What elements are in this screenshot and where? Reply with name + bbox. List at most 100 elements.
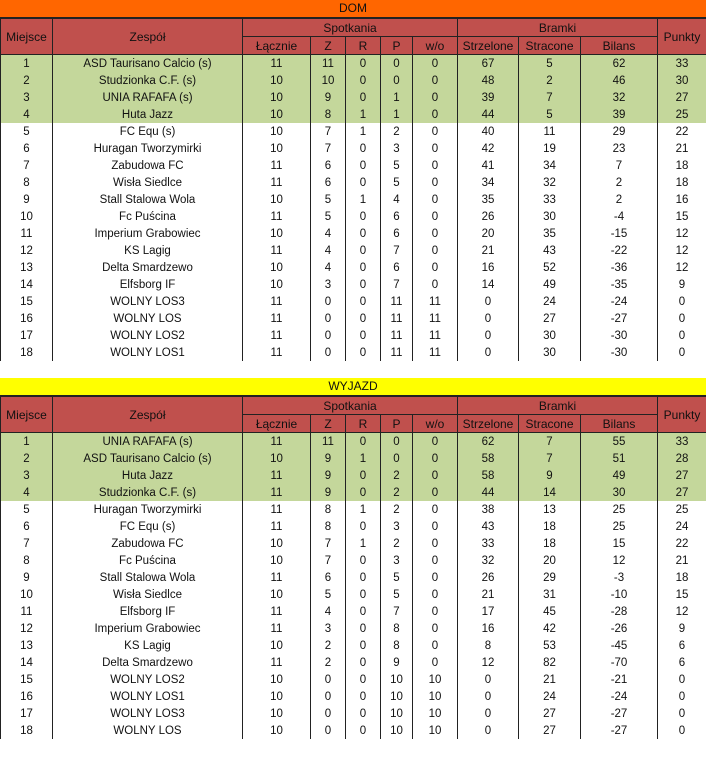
cell-team: FC Equ (s): [52, 518, 243, 535]
cell-goals-against: 19: [518, 140, 581, 157]
cell-team: KS Lagig: [52, 637, 243, 654]
cell-played: 10: [242, 450, 311, 467]
cell-goals-against: 52: [518, 259, 581, 276]
cell-goal-diff: 25: [580, 518, 658, 535]
table-row: 15 WOLNY LOS3 11 0 0 11 11 0 24 -24 0: [0, 293, 706, 310]
cell-played: 10: [242, 123, 311, 140]
cell-played: 11: [242, 157, 311, 174]
header-lacznie: Łącznie: [242, 36, 311, 55]
cell-goal-diff: -27: [580, 722, 658, 739]
table-row: 7 Zabudowa FC 10 7 1 2 0 33 18 15 22: [0, 535, 706, 552]
cell-played: 11: [242, 603, 311, 620]
cell-losses: 6: [380, 208, 413, 225]
cell-losses: 2: [380, 467, 413, 484]
cell-place: 1: [0, 54, 53, 72]
cell-place: 7: [0, 535, 53, 552]
cell-losses: 2: [380, 501, 413, 518]
cell-draws: 0: [345, 344, 381, 361]
cell-goals-against: 7: [518, 450, 581, 467]
cell-draws: 0: [345, 157, 381, 174]
table-row: 15 WOLNY LOS2 10 0 0 10 10 0 21 -21 0: [0, 671, 706, 688]
cell-played: 11: [242, 654, 311, 671]
cell-wins: 10: [310, 72, 346, 89]
cell-draws: 0: [345, 552, 381, 569]
cell-goals-against: 13: [518, 501, 581, 518]
header-spotkania: Spotkania: [242, 396, 458, 415]
cell-goals-against: 30: [518, 327, 581, 344]
cell-points: 0: [657, 293, 706, 310]
cell-place: 11: [0, 603, 53, 620]
cell-draws: 0: [345, 259, 381, 276]
cell-played: 11: [242, 484, 311, 501]
cell-goals-against: 7: [518, 89, 581, 106]
cell-wins: 4: [310, 603, 346, 620]
cell-goals-against: 20: [518, 552, 581, 569]
away-table-section: WYJAZD Miejsce Zespół Spotkania Bramki Punkty…: [0, 378, 706, 739]
cell-wins: 8: [310, 106, 346, 123]
cell-goal-diff: 30: [580, 484, 658, 501]
cell-losses: 7: [380, 242, 413, 259]
cell-played: 10: [242, 259, 311, 276]
cell-wins: 9: [310, 484, 346, 501]
cell-goal-diff: -26: [580, 620, 658, 637]
cell-draws: 0: [345, 89, 381, 106]
table-row: 12 Imperium Grabowiec 11 3 0 8 0 16 42 -26 9: [0, 620, 706, 637]
cell-played: 10: [242, 89, 311, 106]
table-row: 9 Stall Stalowa Wola 10 5 1 4 0 35 33 2 16: [0, 191, 706, 208]
cell-draws: 0: [345, 586, 381, 603]
cell-goals-for: 26: [457, 208, 519, 225]
table-row: 5 Huragan Tworzymirki 11 8 1 2 0 38 13 25 25: [0, 501, 706, 518]
standings-page: DOM Miejsce Zespół Spotkania Bramki Punkty Łąc…: [0, 0, 706, 739]
header-stracone: Stracone: [518, 36, 581, 55]
cell-draws: 0: [345, 637, 381, 654]
header-p: P: [380, 414, 413, 433]
cell-place: 17: [0, 705, 53, 722]
cell-wins: 7: [310, 535, 346, 552]
cell-place: 16: [0, 688, 53, 705]
header-wo: w/o: [412, 414, 458, 433]
cell-walkovers: 0: [412, 72, 458, 89]
header-z: Z: [310, 414, 346, 433]
cell-wins: 4: [310, 242, 346, 259]
cell-goals-against: 31: [518, 586, 581, 603]
cell-points: 15: [657, 208, 706, 225]
cell-goals-for: 44: [457, 106, 519, 123]
table-row: 5 FC Equ (s) 10 7 1 2 0 40 11 29 22: [0, 123, 706, 140]
cell-goal-diff: 12: [580, 552, 658, 569]
cell-draws: 0: [345, 484, 381, 501]
cell-place: 14: [0, 654, 53, 671]
cell-losses: 3: [380, 140, 413, 157]
cell-points: 12: [657, 225, 706, 242]
cell-goals-for: 62: [457, 432, 519, 450]
cell-goals-against: 42: [518, 620, 581, 637]
cell-played: 11: [242, 208, 311, 225]
cell-goal-diff: 49: [580, 467, 658, 484]
cell-losses: 0: [380, 450, 413, 467]
cell-goals-for: 0: [457, 688, 519, 705]
cell-draws: 0: [345, 671, 381, 688]
cell-place: 11: [0, 225, 53, 242]
cell-played: 10: [242, 722, 311, 739]
cell-walkovers: 0: [412, 603, 458, 620]
cell-goals-for: 0: [457, 327, 519, 344]
table-row: 11 Elfsborg IF 11 4 0 7 0 17 45 -28 12: [0, 603, 706, 620]
cell-walkovers: 0: [412, 123, 458, 140]
table-row: 1 UNIA RAFAFA (s) 11 11 0 0 0 62 7 55 33: [0, 432, 706, 450]
table-row: 8 Wisła Siedlce 11 6 0 5 0 34 32 2 18: [0, 174, 706, 191]
cell-losses: 0: [380, 432, 413, 450]
header-bramki: Bramki: [457, 18, 658, 37]
cell-losses: 5: [380, 174, 413, 191]
cell-place: 3: [0, 89, 53, 106]
cell-wins: 0: [310, 310, 346, 327]
cell-goal-diff: -3: [580, 569, 658, 586]
cell-goal-diff: 2: [580, 191, 658, 208]
cell-played: 11: [242, 174, 311, 191]
cell-goals-against: 11: [518, 123, 581, 140]
cell-draws: 0: [345, 705, 381, 722]
cell-walkovers: 11: [412, 310, 458, 327]
cell-goal-diff: 51: [580, 450, 658, 467]
header-r: R: [345, 36, 381, 55]
cell-points: 27: [657, 484, 706, 501]
cell-goal-diff: -35: [580, 276, 658, 293]
cell-goal-diff: 55: [580, 432, 658, 450]
